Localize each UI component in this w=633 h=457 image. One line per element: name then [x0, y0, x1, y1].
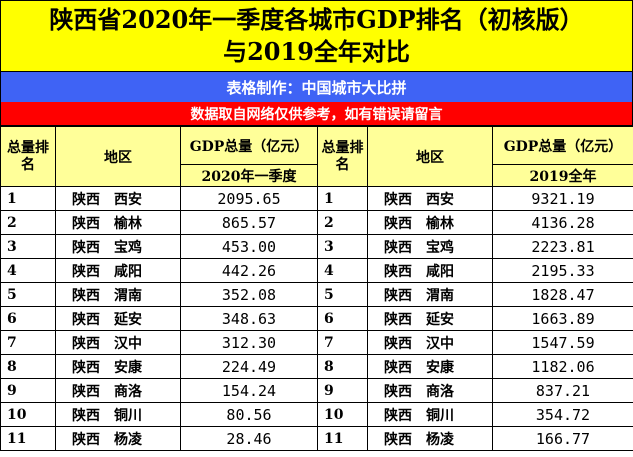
- gdp-2019-cell: 2223.81: [492, 234, 633, 259]
- title-line-2: 与2019全年对比: [223, 37, 410, 66]
- gdp-2019-cell: 837.21: [492, 378, 633, 403]
- region-cell-right: 陕西 商洛: [367, 378, 493, 403]
- page-title: 陕西省2020年一季度各城市GDP排名（初核版） 与2019全年对比: [0, 0, 633, 72]
- table-row: 2 陕西 榆林 865.57 2 陕西 榆林 4136.28: [0, 210, 633, 235]
- rank-cell-right: 2: [317, 210, 368, 235]
- region-cell-right: 陕西 宝鸡: [367, 234, 493, 259]
- gdp-q1-2020-cell: 865.57: [180, 210, 318, 235]
- table-row: 9 陕西 商洛 154.24 9 陕西 商洛 837.21: [0, 378, 633, 403]
- maker-banner: 表格制作：中国城市大比拼: [0, 72, 633, 102]
- rank-cell-left: 9: [0, 378, 56, 403]
- gdp-q1-2020-cell: 28.46: [180, 426, 318, 451]
- rank-cell-right: 5: [317, 282, 368, 307]
- gdp-2019-cell: 1182.06: [492, 354, 633, 379]
- table-row: 3 陕西 宝鸡 453.00 3 陕西 宝鸡 2223.81: [0, 234, 633, 259]
- header-gdp-left: GDP总量（亿元）: [180, 126, 318, 165]
- rank-cell-left: 3: [0, 234, 56, 259]
- region-cell-left: 陕西 西安: [55, 186, 181, 211]
- rank-cell-right: 11: [317, 426, 368, 451]
- gdp-q1-2020-cell: 224.49: [180, 354, 318, 379]
- table-body: 1 陕西 西安 2095.65 1 陕西 西安 9321.19 2 陕西 榆林 865.57 2 陕…: [0, 186, 633, 451]
- table-row: 8 陕西 安康 224.49 8 陕西 安康 1182.06: [0, 354, 633, 379]
- rank-cell-left: 8: [0, 354, 56, 379]
- rank-cell-right: 6: [317, 306, 368, 331]
- table-row: 10 陕西 铜川 80.56 10 陕西 铜川 354.72: [0, 402, 633, 427]
- gdp-2019-cell: 1828.47: [492, 282, 633, 307]
- rank-cell-right: 9: [317, 378, 368, 403]
- gdp-2019-cell: 166.77: [492, 426, 633, 451]
- gdp-q1-2020-cell: 2095.65: [180, 186, 318, 211]
- disclaimer-banner: 数据取自网络仅供参考，如有错误请留言: [0, 102, 633, 126]
- region-cell-left: 陕西 杨凌: [55, 426, 181, 451]
- header-region-right: 地区: [367, 126, 493, 187]
- region-cell-right: 陕西 榆林: [367, 210, 493, 235]
- gdp-q1-2020-cell: 312.30: [180, 330, 318, 355]
- table-row: 4 陕西 咸阳 442.26 4 陕西 咸阳 2195.33: [0, 258, 633, 283]
- rank-cell-left: 2: [0, 210, 56, 235]
- region-cell-left: 陕西 铜川: [55, 402, 181, 427]
- rank-cell-left: 11: [0, 426, 56, 451]
- rank-cell-left: 10: [0, 402, 56, 427]
- rank-cell-right: 8: [317, 354, 368, 379]
- region-cell-right: 陕西 延安: [367, 306, 493, 331]
- gdp-2019-cell: 2195.33: [492, 258, 633, 283]
- gdp-q1-2020-cell: 348.63: [180, 306, 318, 331]
- header-gdp-right: GDP总量（亿元）: [492, 126, 633, 165]
- rank-cell-left: 7: [0, 330, 56, 355]
- gdp-table: 总量排名 地区 GDP总量（亿元） 总量排名 地区 GDP总量（亿元） 2020…: [0, 126, 633, 451]
- rank-cell-left: 5: [0, 282, 56, 307]
- rank-cell-right: 10: [317, 402, 368, 427]
- region-cell-right: 陕西 汉中: [367, 330, 493, 355]
- region-cell-left: 陕西 榆林: [55, 210, 181, 235]
- region-cell-left: 陕西 宝鸡: [55, 234, 181, 259]
- gdp-q1-2020-cell: 80.56: [180, 402, 318, 427]
- table-row: 1 陕西 西安 2095.65 1 陕西 西安 9321.19: [0, 186, 633, 211]
- region-cell-right: 陕西 杨凌: [367, 426, 493, 451]
- gdp-2019-cell: 1547.59: [492, 330, 633, 355]
- region-cell-left: 陕西 咸阳: [55, 258, 181, 283]
- gdp-q1-2020-cell: 352.08: [180, 282, 318, 307]
- header-rank-right: 总量排名: [317, 126, 368, 187]
- header-period-right: 2019全年: [492, 164, 633, 187]
- header-period-left: 2020年一季度: [180, 164, 318, 187]
- region-cell-left: 陕西 渭南: [55, 282, 181, 307]
- gdp-q1-2020-cell: 453.00: [180, 234, 318, 259]
- gdp-2019-cell: 354.72: [492, 402, 633, 427]
- region-cell-left: 陕西 商洛: [55, 378, 181, 403]
- rank-cell-right: 7: [317, 330, 368, 355]
- region-cell-right: 陕西 铜川: [367, 402, 493, 427]
- header-region-left: 地区: [55, 126, 181, 187]
- table-row: 11 陕西 杨凌 28.46 11 陕西 杨凌 166.77: [0, 426, 633, 451]
- gdp-2019-cell: 9321.19: [492, 186, 633, 211]
- rank-cell-left: 4: [0, 258, 56, 283]
- gdp-2019-cell: 4136.28: [492, 210, 633, 235]
- rank-cell-left: 1: [0, 186, 56, 211]
- region-cell-left: 陕西 安康: [55, 354, 181, 379]
- gdp-q1-2020-cell: 154.24: [180, 378, 318, 403]
- header-row: 总量排名 地区 GDP总量（亿元） 总量排名 地区 GDP总量（亿元）: [0, 126, 633, 187]
- region-cell-left: 陕西 汉中: [55, 330, 181, 355]
- header-rank-left: 总量排名: [0, 126, 56, 187]
- rank-cell-right: 4: [317, 258, 368, 283]
- region-cell-right: 陕西 渭南: [367, 282, 493, 307]
- table-row: 5 陕西 渭南 352.08 5 陕西 渭南 1828.47: [0, 282, 633, 307]
- rank-cell-left: 6: [0, 306, 56, 331]
- region-cell-right: 陕西 咸阳: [367, 258, 493, 283]
- header-period-row: 2020年一季度 2019全年: [1, 164, 633, 187]
- title-line-1: 陕西省2020年一季度各城市GDP排名（初核版）: [49, 5, 584, 34]
- region-cell-right: 陕西 安康: [367, 354, 493, 379]
- table-row: 7 陕西 汉中 312.30 7 陕西 汉中 1547.59: [0, 330, 633, 355]
- gdp-2019-cell: 1663.89: [492, 306, 633, 331]
- rank-cell-right: 3: [317, 234, 368, 259]
- table-row: 6 陕西 延安 348.63 6 陕西 延安 1663.89: [0, 306, 633, 331]
- rank-cell-right: 1: [317, 186, 368, 211]
- region-cell-right: 陕西 西安: [367, 186, 493, 211]
- gdp-q1-2020-cell: 442.26: [180, 258, 318, 283]
- region-cell-left: 陕西 延安: [55, 306, 181, 331]
